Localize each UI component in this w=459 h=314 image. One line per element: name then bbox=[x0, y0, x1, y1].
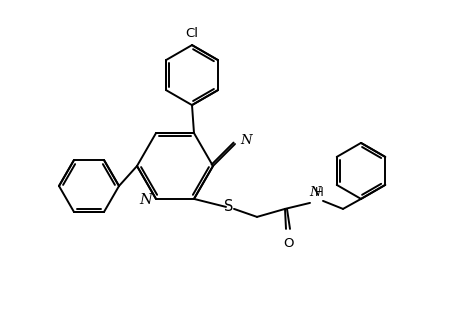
Text: N: N bbox=[139, 193, 152, 207]
Text: N: N bbox=[309, 186, 321, 199]
Text: H: H bbox=[315, 186, 324, 199]
Text: O: O bbox=[283, 237, 293, 250]
Text: N: N bbox=[240, 133, 252, 147]
Text: Cl: Cl bbox=[185, 27, 198, 40]
Text: S: S bbox=[224, 199, 234, 214]
